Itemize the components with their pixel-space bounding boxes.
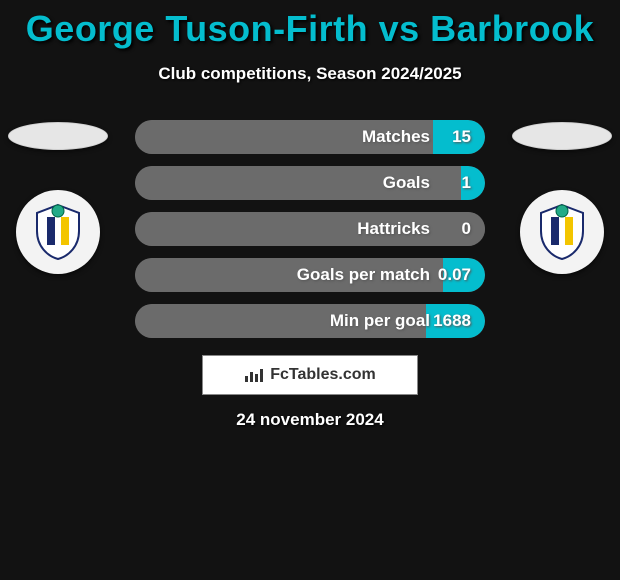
stat-row: Matches 15 [135, 120, 485, 154]
stat-label: Goals [383, 173, 430, 193]
stat-value: 15 [452, 127, 471, 147]
page-subtitle: Club competitions, Season 2024/2025 [0, 64, 620, 84]
watermark-text: FcTables.com [270, 366, 376, 384]
stat-row: Goals 1 [135, 166, 485, 200]
player-right-crest [520, 190, 604, 274]
player-left-ellipse [8, 122, 108, 150]
stat-row: Goals per match 0.07 [135, 258, 485, 292]
shield-icon [531, 201, 593, 263]
page-title: George Tuson-Firth vs Barbrook [0, 0, 620, 50]
stat-value: 0 [462, 219, 471, 239]
stat-label: Goals per match [297, 265, 430, 285]
stat-label: Hattricks [357, 219, 430, 239]
player-left-badge [8, 122, 108, 274]
bar-chart-icon [244, 367, 264, 383]
stat-value: 0.07 [438, 265, 471, 285]
shield-icon [27, 201, 89, 263]
stat-row: Min per goal1688 [135, 304, 485, 338]
watermark: FcTables.com [202, 355, 418, 395]
player-right-ellipse [512, 122, 612, 150]
player-left-crest [16, 190, 100, 274]
stat-rows: Matches 15 Goals 1 Hattricks 0 Goals per match… [135, 120, 485, 350]
stat-row: Hattricks 0 [135, 212, 485, 246]
stat-label: Matches [362, 127, 430, 147]
comparison-chart: Matches 15 Goals 1 Hattricks 0 Goals per match… [0, 120, 620, 340]
footer-date: 24 november 2024 [0, 410, 620, 430]
stat-label: Min per goal [330, 311, 430, 331]
player-right-badge [512, 122, 612, 274]
stat-value: 1 [462, 173, 471, 193]
stat-value: 1688 [433, 311, 471, 331]
stat-bar-left [135, 212, 485, 246]
